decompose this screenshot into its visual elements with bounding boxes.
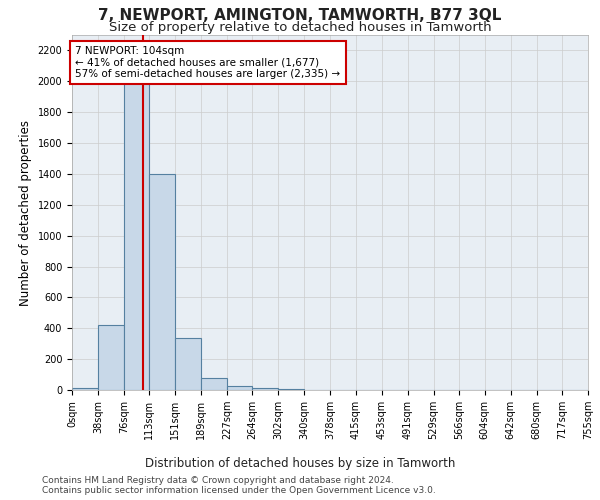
Bar (98, 325, 124, 390)
Bar (278, 389, 304, 390)
Text: 7 NEWPORT: 104sqm
← 41% of detached houses are smaller (1,677)
57% of semi-detac: 7 NEWPORT: 104sqm ← 41% of detached hous… (76, 46, 341, 79)
Bar (149, 174, 175, 390)
Bar (124, 74, 149, 390)
Text: Contains public sector information licensed under the Open Government Licence v3: Contains public sector information licen… (42, 486, 436, 495)
Text: Size of property relative to detached houses in Tamworth: Size of property relative to detached ho… (109, 21, 491, 34)
Bar (227, 386, 253, 390)
Bar (72, 388, 98, 390)
Y-axis label: Number of detached properties: Number of detached properties (19, 120, 32, 306)
Text: Contains HM Land Registry data © Crown copyright and database right 2024.: Contains HM Land Registry data © Crown c… (42, 476, 394, 485)
Bar (175, 338, 201, 390)
Text: 7, NEWPORT, AMINGTON, TAMWORTH, B77 3QL: 7, NEWPORT, AMINGTON, TAMWORTH, B77 3QL (98, 8, 502, 22)
Bar (201, 378, 227, 390)
Text: Distribution of detached houses by size in Tamworth: Distribution of detached houses by size … (145, 458, 455, 470)
Bar (253, 388, 278, 390)
